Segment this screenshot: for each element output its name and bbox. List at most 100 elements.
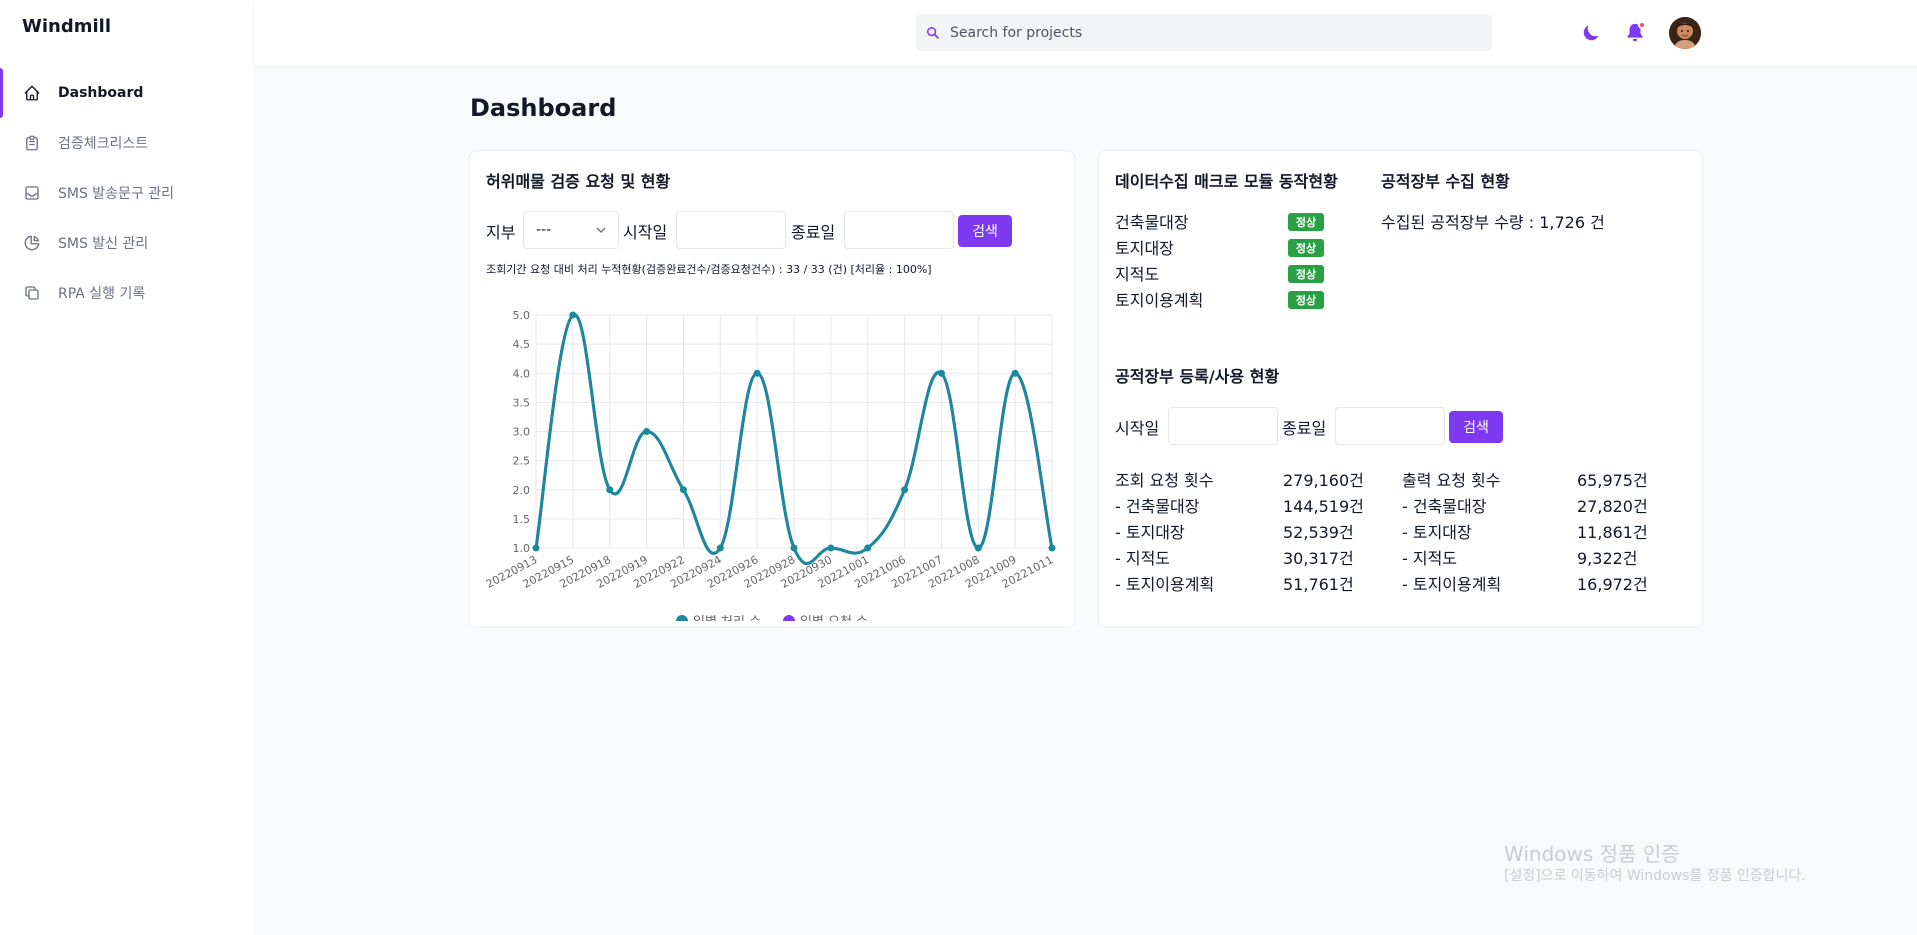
sidebar-item-sms-send[interactable]: SMS 발신 관리: [0, 218, 254, 268]
moon-icon[interactable]: [1580, 22, 1602, 44]
pie-chart-icon: [22, 233, 42, 253]
print-stat-label: - 토지대장: [1402, 523, 1472, 542]
bell-icon[interactable]: [1624, 21, 1646, 44]
branch-select[interactable]: ---: [523, 211, 619, 249]
clipboard-icon: [22, 133, 42, 153]
data-point: [1048, 544, 1056, 552]
status-card: 데이터수집 매크로 모듈 동작현황 공적장부 수집 현황 건축물대장 정상 토지…: [1098, 150, 1703, 628]
data-point: [937, 369, 945, 377]
data-point: [606, 486, 614, 494]
avatar[interactable]: [1669, 17, 1701, 49]
query-stat-label: - 지적도: [1115, 549, 1171, 568]
y-tick-label: 4.5: [513, 338, 531, 351]
data-point: [643, 428, 651, 435]
data-point: [679, 486, 687, 494]
status-badge: 정상: [1288, 265, 1324, 283]
usage-status-title: 공적장부 등록/사용 현황: [1115, 367, 1280, 386]
data-point: [753, 369, 761, 377]
sidebar-item-label: SMS 발송문구 관리: [58, 186, 175, 202]
print-stat-label: 출력 요청 횟수: [1402, 471, 1501, 490]
print-stat-value: 16,972건: [1577, 575, 1648, 594]
query-stat-value: 279,160건: [1283, 471, 1364, 490]
daily-processing-chart: 1.01.52.02.53.03.54.04.55.02022091320220…: [484, 309, 1056, 621]
print-stat-value: 27,820건: [1577, 497, 1648, 516]
data-point: [827, 544, 835, 552]
verification-card: 허위매물 검증 요청 및 현황 지부 --- 시작일 종료일 검색 조회기간 요…: [469, 150, 1075, 628]
top-header: [254, 0, 1917, 66]
notification-dot: [1638, 21, 1646, 29]
usage-search-button[interactable]: 검색: [1449, 411, 1503, 443]
data-point: [1011, 369, 1019, 377]
end-date-label: 종료일: [791, 223, 836, 242]
print-stat-label: - 토지이용계획: [1402, 575, 1502, 594]
query-stat-label: - 토지이용계획: [1115, 575, 1215, 594]
query-stat-label: - 토지대장: [1115, 523, 1185, 542]
legend-marker: [783, 615, 795, 621]
query-stat-value: 52,539건: [1283, 523, 1354, 542]
sidebar-item-label: RPA 실행 기록: [58, 286, 146, 302]
data-point: [716, 544, 724, 552]
status-badge: 정상: [1288, 291, 1324, 309]
print-stat-label: - 지적도: [1402, 549, 1458, 568]
sidebar-item-label: SMS 발신 관리: [58, 236, 149, 252]
start-date-label: 시작일: [623, 223, 668, 242]
sidebar-item-rpa-log[interactable]: RPA 실행 기록: [0, 268, 254, 318]
chevron-down-icon: [596, 227, 606, 233]
module-name: 토지이용계획: [1115, 291, 1204, 310]
legend-label: 일별 요청 수: [800, 615, 868, 621]
brand-logo[interactable]: Windmill: [22, 16, 111, 37]
home-icon: [22, 83, 42, 103]
sidebar-item-sms-templates[interactable]: SMS 발송문구 관리: [0, 168, 254, 218]
y-tick-label: 3.0: [513, 426, 531, 439]
sidebar-item-label: 검증체크리스트: [58, 136, 149, 152]
query-stat-value: 51,761건: [1283, 575, 1354, 594]
search-box[interactable]: [916, 14, 1492, 51]
y-tick-label: 2.5: [513, 455, 531, 468]
collected-count-text: 수집된 공적장부 수량 : 1,726 건: [1381, 213, 1605, 232]
legend-label: 일별 처리 수: [693, 615, 761, 621]
y-tick-label: 1.5: [513, 513, 531, 526]
status-badge: 정상: [1288, 213, 1324, 231]
usage-start-date-input[interactable]: [1168, 407, 1278, 445]
start-date-input[interactable]: [676, 211, 786, 249]
data-point: [569, 311, 577, 319]
query-stat-value: 144,519건: [1283, 497, 1364, 516]
search-button[interactable]: 검색: [958, 215, 1012, 247]
usage-end-date-input[interactable]: [1335, 407, 1445, 445]
verification-card-title: 허위매물 검증 요청 및 현황: [486, 172, 671, 191]
branch-label: 지부: [486, 223, 516, 242]
y-tick-label: 5.0: [513, 309, 531, 322]
data-point: [532, 544, 540, 552]
windows-activation-title: Windows 정품 인증: [1504, 842, 1680, 866]
y-tick-label: 3.5: [513, 396, 531, 409]
sidebar-nav: Dashboard 검증체크리스트 SMS 발송문구 관리 SMS 발신 관리 …: [0, 68, 254, 318]
processing-summary: 조회기간 요청 대비 처리 누적현황(검증완료건수/검증요청건수) : 33 /…: [486, 263, 932, 276]
data-point: [864, 544, 872, 552]
module-name: 건축물대장: [1115, 213, 1189, 232]
data-point: [901, 486, 909, 494]
query-stat-label: - 건축물대장: [1115, 497, 1200, 516]
search-input[interactable]: [950, 24, 1470, 41]
data-point: [974, 544, 982, 552]
sidebar-item-checklist[interactable]: 검증체크리스트: [0, 118, 254, 168]
y-tick-label: 4.0: [513, 367, 531, 380]
search-icon: [926, 26, 939, 39]
sidebar-item-label: Dashboard: [58, 85, 144, 101]
query-stat-label: 조회 요청 횟수: [1115, 471, 1214, 490]
sidebar: Windmill Dashboard 검증체크리스트 SMS 발송문구 관리 S…: [0, 0, 254, 935]
usage-start-date-label: 시작일: [1115, 419, 1160, 438]
macro-status-title: 데이터수집 매크로 모듈 동작현황: [1115, 172, 1338, 191]
inbox-icon: [22, 183, 42, 203]
status-badge: 정상: [1288, 239, 1324, 257]
sidebar-item-dashboard[interactable]: Dashboard: [0, 68, 254, 118]
y-tick-label: 2.0: [513, 484, 531, 497]
branch-select-value: ---: [536, 222, 552, 238]
print-stat-label: - 건축물대장: [1402, 497, 1487, 516]
collection-status-title: 공적장부 수집 현황: [1381, 172, 1510, 191]
print-stat-value: 9,322건: [1577, 549, 1638, 568]
end-date-input[interactable]: [844, 211, 954, 249]
windows-activation-subtitle: [설정]으로 이동하여 Windows를 정품 인증합니다.: [1504, 868, 1806, 884]
module-name: 지적도: [1115, 265, 1160, 284]
legend-marker: [676, 615, 688, 621]
y-tick-label: 1.0: [513, 542, 531, 555]
